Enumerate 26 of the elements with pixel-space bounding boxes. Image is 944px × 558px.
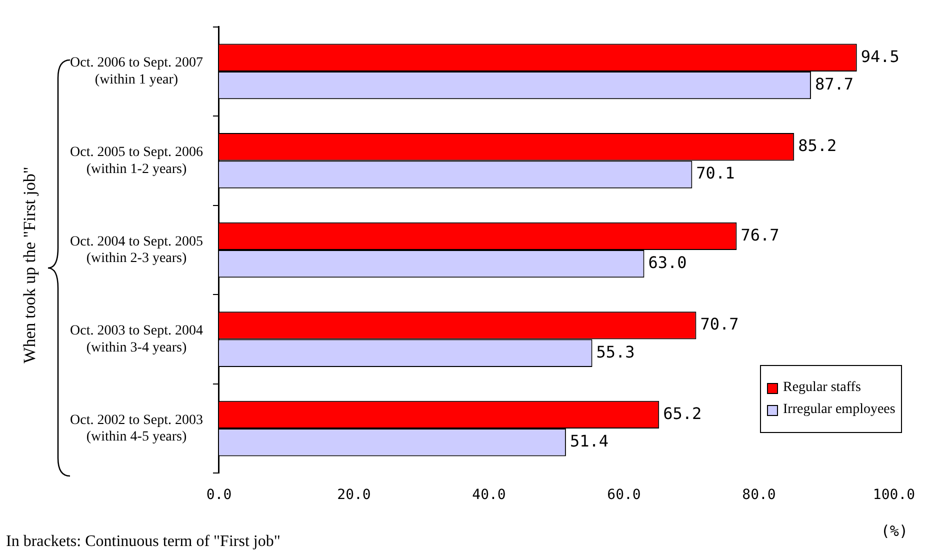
x-tick-label: 0.0 (206, 487, 232, 504)
data-label: 70.1 (696, 164, 735, 183)
y-axis-title: When took up the "First job" (20, 166, 40, 364)
y-tick-label: Oct. 2005 to Sept. 2006 (within 1-2 years) (70, 144, 203, 177)
x-tick-label: 40.0 (472, 487, 506, 504)
x-tick-label: 20.0 (337, 487, 371, 504)
x-tick-label: 60.0 (607, 487, 641, 504)
legend-label: Irregular employees (782, 402, 896, 418)
data-label: 94.5 (860, 46, 900, 66)
data-label: 55.3 (596, 342, 635, 362)
data-label: 85.2 (798, 136, 837, 156)
data-label: 51.4 (570, 432, 608, 451)
data-label: 76.7 (740, 225, 780, 244)
y-tick-label: Oct. 2004 to Sept. 2005 (within 2-3 years) (70, 234, 203, 266)
y-tick-label: Oct. 2003 to Sept. 2004 (within 3-4 years) (70, 324, 203, 356)
y-tick-label: Oct. 2002 to Sept. 2003 (within 4-5 years) (70, 412, 203, 445)
data-label: 87.7 (814, 74, 854, 94)
data-label: 65.2 (663, 404, 702, 423)
x-tick-label: 100.0 (872, 487, 916, 504)
x-tick-label: 80.0 (742, 487, 776, 504)
data-label: 70.7 (700, 314, 739, 334)
y-tick-label: Oct. 2006 to Sept. 2007 (within 1 year) (70, 56, 203, 88)
x-axis-title: (%) (880, 522, 908, 540)
data-label: 63.0 (648, 252, 687, 272)
text: In brackets: Continuous term of "First job" (6, 533, 280, 551)
legend-label: Regular staffs (782, 380, 862, 396)
